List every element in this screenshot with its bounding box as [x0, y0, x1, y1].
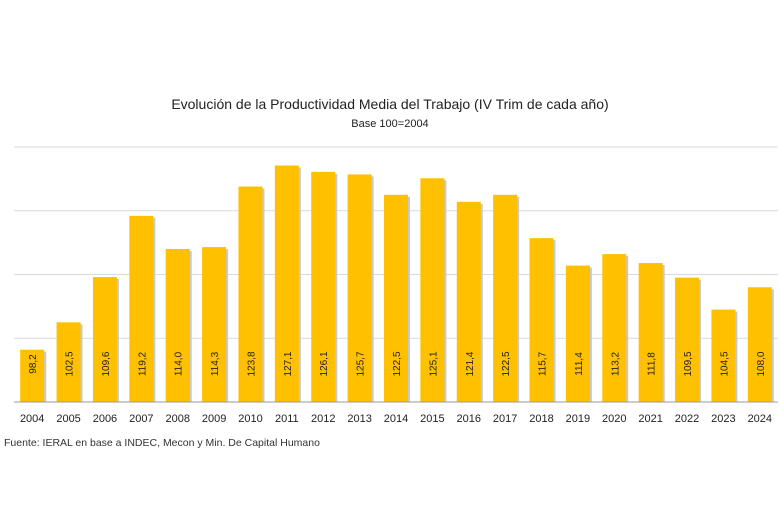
- bar-2016: [456, 201, 481, 402]
- data-label: 115,7: [538, 351, 549, 376]
- bar-2021: [638, 263, 663, 402]
- data-label: 109,6: [101, 351, 112, 376]
- chart-title: Evolución de la Productividad Media del …: [171, 96, 609, 112]
- data-label: 127,1: [283, 351, 294, 376]
- bar-2005: [56, 322, 81, 402]
- bar-2010: [238, 186, 263, 402]
- data-label: 98,2: [28, 354, 39, 374]
- x-tick-label: 2011: [275, 413, 299, 425]
- x-tick-label: 2012: [311, 413, 335, 425]
- x-tick-label: 2014: [384, 413, 408, 425]
- data-label: 114,0: [174, 351, 185, 376]
- x-tick-label: 2007: [129, 413, 153, 425]
- x-tick-label: 2008: [165, 413, 189, 425]
- data-label: 102,5: [65, 351, 76, 376]
- x-tick-label: 2019: [566, 413, 590, 425]
- bar-2019: [565, 265, 590, 402]
- data-label: 122,5: [501, 351, 512, 376]
- data-label: 125,7: [356, 351, 367, 376]
- data-labels: 98,2 102,5 109,6 119,2 114,0 114,3 123,8 127,1 1…: [28, 351, 767, 376]
- bar-2015: [420, 178, 445, 402]
- x-tick-label: 2018: [529, 413, 553, 425]
- data-label: 114,3: [210, 351, 221, 376]
- x-tick-label: 2024: [748, 413, 772, 425]
- data-label: 126,1: [319, 351, 330, 376]
- data-label: 121,4: [465, 351, 476, 376]
- data-label: 104,5: [719, 351, 730, 376]
- bar-2020: [602, 254, 627, 402]
- chart-subtitle: Base 100=2004: [351, 118, 429, 130]
- x-tick-label: 2006: [93, 413, 117, 425]
- x-tick-label: 2016: [457, 413, 481, 425]
- bar-2023: [711, 309, 736, 402]
- bar-2013: [347, 174, 372, 402]
- bar-2024: [747, 287, 772, 402]
- bar-2017: [493, 194, 518, 402]
- bar-2018: [529, 238, 554, 402]
- bar-2004: [20, 349, 45, 402]
- x-tick-label: 2005: [56, 413, 80, 425]
- data-label: 122,5: [392, 351, 403, 376]
- data-label: 119,2: [137, 351, 148, 376]
- x-tick-label: 2009: [202, 413, 226, 425]
- data-label: 111,4: [574, 352, 585, 376]
- x-tick-label: 2022: [675, 413, 699, 425]
- x-tick-label: 2020: [602, 413, 626, 425]
- bar-2007: [129, 215, 154, 402]
- x-tick-label: 2015: [420, 413, 444, 425]
- data-label: 109,5: [683, 351, 694, 376]
- data-label: 113,2: [610, 351, 621, 376]
- data-label: 108,0: [756, 351, 767, 376]
- bar-2014: [383, 194, 409, 402]
- x-axis-ticks: 2004 2005 2006 2007 2008 2009 2010 2011 2012 2013…: [20, 413, 772, 425]
- bar-2006: [92, 277, 117, 402]
- x-tick-label: 2013: [347, 413, 371, 425]
- bar-2012: [311, 171, 336, 402]
- source-note: Fuente: IERAL en base a INDEC, Mecon y M…: [4, 437, 320, 449]
- bar-2009: [202, 247, 227, 402]
- bar-2011: [274, 165, 299, 402]
- bar-2022: [675, 277, 700, 402]
- x-tick-label: 2010: [238, 413, 262, 425]
- x-tick-label: 2004: [20, 413, 44, 425]
- x-tick-label: 2017: [493, 413, 517, 425]
- bar-2008: [165, 249, 190, 402]
- x-tick-label: 2023: [711, 413, 735, 425]
- x-tick-label: 2021: [638, 413, 662, 425]
- bars: [20, 165, 774, 402]
- data-label: 125,1: [428, 351, 439, 376]
- data-label: 123,8: [246, 351, 257, 376]
- data-label: 111,8: [647, 352, 658, 376]
